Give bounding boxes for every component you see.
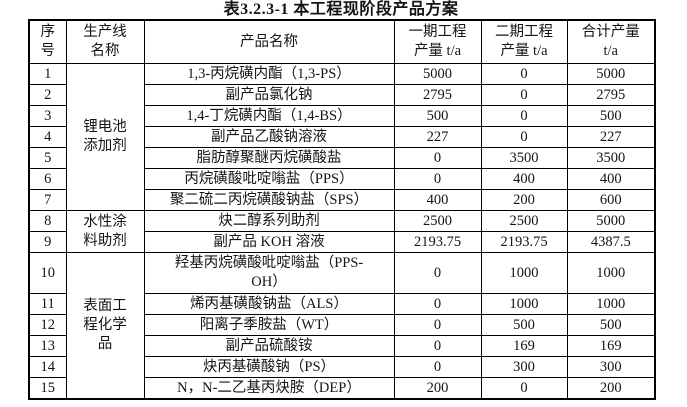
phase1-value: 227 <box>393 126 482 148</box>
product-name: 阳离子季胺盐（WT） <box>143 314 395 336</box>
table-row: 15 N，N-二乙基丙炔胺（DEP） 200 0 200 <box>28 377 656 400</box>
product-name: 1,3-丙烷磺内酯（1,3-PS） <box>143 63 395 85</box>
table-row: 14 炔丙基磺酸钠（PS） 0 300 300 <box>28 356 656 378</box>
product-name: 脂肪醇聚醚丙烷磺酸盐 <box>143 147 395 169</box>
phase2-value: 1000 <box>480 293 568 315</box>
product-name: 副产品 KOH 溶液 <box>143 231 395 253</box>
product-name: 副产品硫酸铵 <box>143 335 395 357</box>
phase1-value: 0 <box>393 168 482 190</box>
phase1-value: 0 <box>393 356 482 378</box>
product-name: 炔丙基磺酸钠（PS） <box>143 356 395 378</box>
phase2-value: 0 <box>480 84 568 106</box>
table-title: 表3.2.3-1 本工程现阶段产品方案 <box>223 1 459 18</box>
table-row: 7 聚二硫二丙烷磺酸钠盐（SPS） 400 200 600 <box>28 189 656 211</box>
row-no: 5 <box>28 147 67 169</box>
product-name: 炔二醇系列助剂 <box>143 210 395 232</box>
row-no: 15 <box>28 377 67 400</box>
group-waterborne-coating-additives: 水性涂 料助剂 <box>65 210 145 253</box>
row-no: 8 <box>28 210 67 232</box>
phase1-value: 2795 <box>393 84 482 106</box>
table-row: 10 表面工 程化学 品 羟基丙烷磺酸吡啶嗡盐（PPS- OH） 0 1000 … <box>28 252 656 400</box>
total-value: 1000 <box>566 293 656 315</box>
phase1-value: 2500 <box>393 210 482 232</box>
phase1-value: 0 <box>393 293 482 315</box>
phase1-value: 5000 <box>393 63 482 85</box>
phase1-value: 400 <box>393 189 482 211</box>
phase2-value: 0 <box>480 63 568 85</box>
product-name: 1,4-丁烷磺内酯（1,4-BS） <box>143 105 395 127</box>
group-surface-engineering-chemicals: 表面工 程化学 品 <box>65 252 145 400</box>
row-no: 12 <box>28 314 67 336</box>
total-value: 227 <box>566 126 656 148</box>
row-no: 6 <box>28 168 67 190</box>
total-value: 500 <box>566 105 656 127</box>
product-name: 烯丙基磺酸钠盐（ALS） <box>143 293 395 315</box>
phase2-value: 0 <box>480 377 568 400</box>
row-no: 9 <box>28 231 67 253</box>
table-row: 4 副产品乙酸钠溶液 227 0 227 <box>28 126 656 148</box>
row-no: 11 <box>28 293 67 315</box>
total-value: 169 <box>566 335 656 357</box>
table-row: 5 脂肪醇聚醚丙烷磺酸盐 0 3500 3500 <box>28 147 656 169</box>
product-name: 副产品乙酸钠溶液 <box>143 126 395 148</box>
row-no: 10 <box>28 252 67 294</box>
phase2-value: 3500 <box>480 147 568 169</box>
phase2-value: 2500 <box>480 210 568 232</box>
total-value: 600 <box>566 189 656 211</box>
header-product-name: 产品名称 <box>143 19 395 64</box>
table-row: 3 1,4-丁烷磺内酯（1,4-BS） 500 0 500 <box>28 105 656 127</box>
header-no: 序 号 <box>28 19 67 64</box>
phase1-value: 0 <box>393 335 482 357</box>
table-row: 1 锂电池 添加剂 1,3-丙烷磺内酯（1,3-PS） 5000 0 5000 <box>28 63 656 211</box>
total-value: 200 <box>566 377 656 400</box>
phase2-value: 1000 <box>480 252 568 294</box>
row-no: 14 <box>28 356 67 378</box>
phase2-value: 500 <box>480 314 568 336</box>
group-lithium-battery-additives: 锂电池 添加剂 <box>65 63 145 211</box>
phase2-value: 300 <box>480 356 568 378</box>
total-value: 500 <box>566 314 656 336</box>
table-row: 11 烯丙基磺酸钠盐（ALS） 0 1000 1000 <box>28 293 656 315</box>
phase1-value: 2193.75 <box>393 231 482 253</box>
total-value: 5000 <box>566 210 656 232</box>
phase2-value: 0 <box>480 126 568 148</box>
product-name: 副产品氯化钠 <box>143 84 395 106</box>
total-value: 4387.5 <box>566 231 656 253</box>
row-no: 2 <box>28 84 67 106</box>
total-value: 2795 <box>566 84 656 106</box>
phase2-value: 400 <box>480 168 568 190</box>
header-production-line: 生产线 名称 <box>65 19 145 64</box>
phase1-value: 0 <box>393 314 482 336</box>
phase1-value: 500 <box>393 105 482 127</box>
product-name: 丙烷磺酸吡啶嗡盐（PPS） <box>143 168 395 190</box>
row-no: 4 <box>28 126 67 148</box>
row-no: 1 <box>28 63 67 85</box>
phase2-value: 0 <box>480 105 568 127</box>
phase1-value: 0 <box>393 147 482 169</box>
product-name: 聚二硫二丙烷磺酸钠盐（SPS） <box>143 189 395 211</box>
header-row: 序 号 生产线 名称 产品名称 一期工程 产量 t/a 二期工程 产量 t/a … <box>28 19 656 64</box>
table-row: 8 水性涂 料助剂 炔二醇系列助剂 2500 2500 5000 <box>28 210 656 253</box>
product-plan-table: 序 号 生产线 名称 产品名称 一期工程 产量 t/a 二期工程 产量 t/a … <box>28 19 656 400</box>
total-value: 5000 <box>566 63 656 85</box>
product-name: N，N-二乙基丙炔胺（DEP） <box>143 377 395 400</box>
row-no: 13 <box>28 335 67 357</box>
row-no: 3 <box>28 105 67 127</box>
phase2-value: 169 <box>480 335 568 357</box>
phase1-value: 0 <box>393 252 482 294</box>
total-value: 400 <box>566 168 656 190</box>
product-name: 羟基丙烷磺酸吡啶嗡盐（PPS- OH） <box>143 252 395 294</box>
row-no: 7 <box>28 189 67 211</box>
header-phase2-output: 二期工程 产量 t/a <box>480 19 568 64</box>
phase2-value: 200 <box>480 189 568 211</box>
header-total-output: 合计产量 t/a <box>566 19 656 64</box>
phase1-value: 200 <box>393 377 482 400</box>
phase2-value: 2193.75 <box>480 231 568 253</box>
total-value: 1000 <box>566 252 656 294</box>
header-phase1-output: 一期工程 产量 t/a <box>393 19 482 64</box>
total-value: 3500 <box>566 147 656 169</box>
total-value: 300 <box>566 356 656 378</box>
